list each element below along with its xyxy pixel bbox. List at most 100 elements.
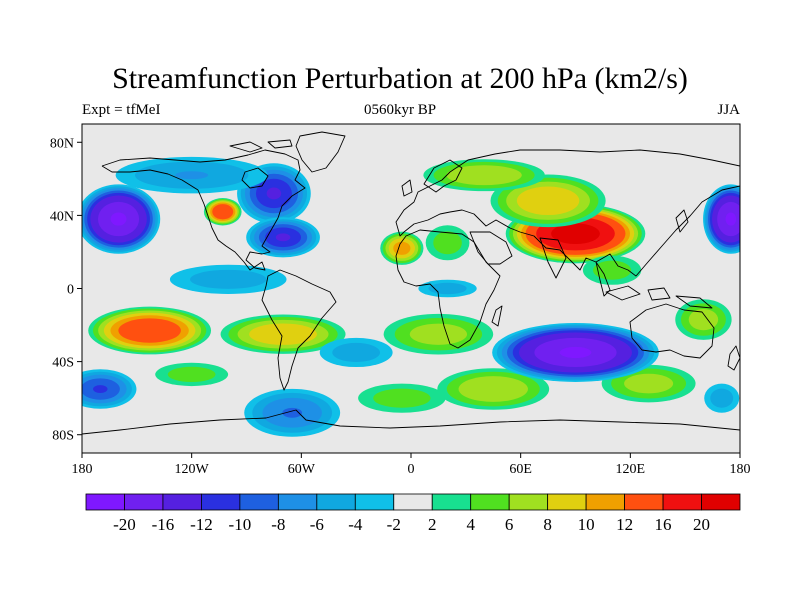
field-feature [358,383,446,413]
coastline-antarctica [82,409,740,435]
field-feature [82,369,137,409]
field-feature [582,255,642,285]
colorbar-swatch [162,493,202,511]
contour-field [82,156,740,437]
lat-tick-label: 0 [67,283,74,298]
contour-band [266,187,282,200]
field-feature [425,225,470,261]
coastline-arctic-islands [229,139,293,153]
contour-band [110,212,127,226]
coastline-india [539,237,567,279]
colorbar-label: 12 [616,515,633,534]
colorbar-label: -6 [310,515,324,534]
colorbar-label: -10 [229,515,252,534]
colorbar-swatch [431,493,472,511]
contour-band [183,371,200,378]
field-feature [423,159,545,192]
field-feature [437,368,550,410]
field-feature [703,184,740,254]
map-axes: 80N 40N 0 40S 80S 180 120W 60W 0 60E 120E 180 [50,136,751,477]
colorbar-label: 16 [655,515,672,534]
colorbar-swatch [393,493,433,511]
colorbar-swatch [124,493,164,511]
coastline-eurasia [395,149,740,277]
season-label: JJA [717,102,740,118]
contour-band [347,349,365,356]
field-feature [383,313,494,355]
colorbar-swatch [547,493,587,511]
coastline-hudson-bay [241,167,269,189]
contour-band [471,171,497,179]
coastline-australia [629,303,715,359]
colorbar-swatch [239,493,279,511]
contour-band [717,394,726,402]
colorbar-swatch [277,493,318,511]
contour-band [391,394,412,402]
colorbar-swatch [624,493,664,511]
field-feature [492,322,659,382]
colorbar-swatch [585,493,625,511]
contour-band [282,407,303,418]
coastline-scandinavia [423,159,463,193]
colorbar-label: -4 [348,515,363,534]
coastline-new-guinea [675,295,713,309]
contour-band [137,325,162,336]
colorbar-swatch [354,493,395,511]
lon-tick-label: 60E [509,462,532,477]
colorbar-swatch [662,493,702,511]
field-feature [203,198,242,226]
contour-band [562,228,589,240]
field-feature [246,217,320,258]
contour-band [638,379,659,388]
coastline-arabia [469,231,513,265]
contour-band [93,385,108,393]
lon-tick-label: 180 [72,462,93,477]
contour-band [270,330,296,339]
colorbar-label: 2 [428,515,437,534]
field-feature [675,299,732,340]
contour-band [397,244,407,252]
lat-tick-label: 40S [52,356,74,371]
experiment-label: Expt = tfMeI [82,102,161,118]
contour-band [215,276,242,283]
lon-tick-label: 120E [616,462,646,477]
field-feature [220,314,346,354]
contour-band [440,286,455,291]
coastlines [82,131,740,435]
colorbar-swatch [316,493,356,511]
field-feature [380,231,424,265]
colorbar-swatch [508,493,549,511]
field-feature [88,306,212,355]
contour-band [725,212,737,226]
contour-band [481,384,505,394]
coastline-madagascar [491,305,503,327]
colorbar-label: -20 [113,515,136,534]
field-feature [155,362,229,387]
lat-tick-label: 80N [50,136,74,151]
colorbar-swatch [701,493,741,511]
field-feature [244,388,341,437]
plot-title: Streamfunction Perturbation at 200 hPa (… [112,62,688,95]
colorbar-swatch [470,493,510,511]
field-feature [704,383,740,413]
field-feature [418,279,477,298]
colorbar-label: -2 [387,515,401,534]
lat-tick-label: 80S [52,429,74,444]
colorbar-label: 20 [693,515,710,534]
lon-tick-label: 60W [288,462,316,477]
contour-band [175,171,209,180]
colorbar-label: 10 [578,515,595,534]
lon-tick-label: 180 [730,462,751,477]
contour-band [219,209,227,215]
coastline-north-america [101,149,306,271]
colorbar: -20 -16 -12 -10 -8 -6 -4 -2 2 4 6 8 10 12 16 20 [85,493,741,534]
colorbar-swatch [201,493,241,511]
coastline-africa [395,229,501,349]
contour-band [442,238,453,247]
field-feature [82,184,161,254]
colorbar-label: -12 [190,515,213,534]
field-feature [115,156,268,194]
contour-band [275,233,291,242]
colorbar-label: 8 [543,515,552,534]
colorbar-label: 4 [466,515,475,534]
